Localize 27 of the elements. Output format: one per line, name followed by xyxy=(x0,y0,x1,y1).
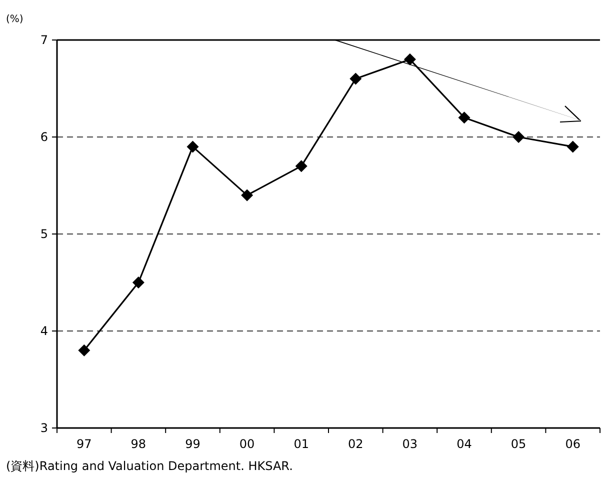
x-tick-label: 97 xyxy=(76,437,92,451)
x-tick-label: 00 xyxy=(239,437,255,451)
y-tick-label: 3 xyxy=(40,421,48,436)
point xyxy=(295,160,308,172)
point xyxy=(404,53,416,66)
x-tick-label: 04 xyxy=(456,437,472,451)
point xyxy=(350,72,362,85)
x-tick-label: 01 xyxy=(294,437,309,451)
y-tick-label: 4 xyxy=(40,324,48,338)
y-tick-label: 7 xyxy=(40,33,48,48)
point xyxy=(78,344,90,356)
point xyxy=(458,112,470,124)
x-tick-label: 03 xyxy=(402,437,418,451)
x-tick-label: 98 xyxy=(130,437,146,451)
x-tick-label: 99 xyxy=(185,437,200,451)
point xyxy=(186,140,199,153)
text: (資料)Rating and Valuation Department. HKSAR. xyxy=(6,459,293,473)
point xyxy=(566,140,579,153)
x-tick-label: 05 xyxy=(510,437,526,451)
y-tick-label: 5 xyxy=(40,227,48,242)
x-tick-label: 06 xyxy=(565,437,580,451)
x-tick-label: 02 xyxy=(348,437,364,451)
point xyxy=(132,276,144,288)
y-axis-title: (%) xyxy=(6,14,24,25)
y-tick-label: 6 xyxy=(40,130,48,144)
point xyxy=(512,131,525,143)
point xyxy=(241,189,254,202)
